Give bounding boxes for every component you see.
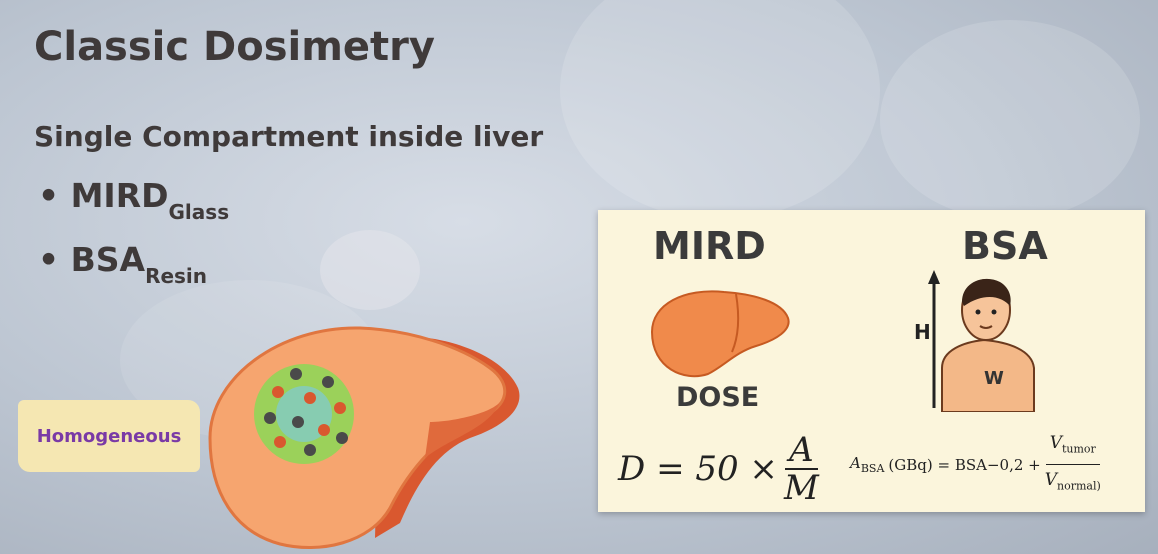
liver-icon (650, 290, 790, 378)
slide-subtitle: Single Compartment inside liver (34, 120, 544, 153)
formula-numerator: A (785, 432, 818, 470)
formula-middle: (GBq) = BSA−0,2 + (888, 455, 1041, 474)
background-organ-shape (880, 20, 1140, 220)
formula-numerator: Vtumor (1045, 428, 1100, 466)
bullet-main: BSA (70, 240, 146, 279)
formula-numerator-subscript: tumor (1061, 442, 1096, 456)
person-height-weight-icon (928, 270, 1035, 412)
background-organ-shape (320, 230, 420, 310)
formula-denominator: Vnormal) (1045, 465, 1101, 501)
formula-denominator: M (783, 468, 819, 508)
homogeneous-label-box: Homogeneous (18, 400, 200, 472)
mird-formula: D = 50 × A M (618, 432, 819, 506)
bsa-title: BSA (962, 224, 1048, 268)
slide-title: Classic Dosimetry (34, 24, 435, 70)
microsphere-dots (264, 368, 348, 456)
bullet-subscript: Resin (145, 264, 208, 288)
dose-label: DOSE (676, 382, 760, 413)
weight-label: W (984, 368, 1004, 389)
bullet-bsa: • BSAResin (38, 240, 208, 288)
bullet-main: MIRD (70, 176, 169, 215)
bullet-subscript: Glass (168, 200, 230, 224)
dosimetry-panel: MIRD BSA DOSE H W D = 50 × A M AB (598, 210, 1145, 512)
formula-lhs: D = 50 × (618, 449, 778, 489)
formula-fraction: Vtumor Vnormal) (1045, 428, 1101, 502)
formula-denominator-symbol: V (1044, 470, 1058, 491)
formula-lhs-symbol: A (850, 454, 861, 473)
mird-title: MIRD (653, 224, 766, 268)
bullet-mird: • MIRDGlass (38, 176, 230, 224)
formula-denominator-subscript: normal) (1057, 479, 1101, 493)
formula-lhs: ABSA (850, 454, 884, 475)
liver-tumor-illustration (208, 326, 520, 550)
background-organ-shape (560, 0, 880, 220)
height-label: H (914, 320, 931, 344)
homogeneous-label: Homogeneous (36, 425, 182, 447)
formula-numerator-symbol: V (1049, 433, 1062, 453)
formula-lhs-subscript: BSA (860, 462, 885, 476)
bsa-formula: ABSA (GBq) = BSA−0,2 + Vtumor Vnormal) (850, 428, 1101, 502)
formula-fraction: A M (784, 432, 819, 506)
tumor-core (276, 386, 332, 442)
liver-shadow (425, 402, 500, 458)
